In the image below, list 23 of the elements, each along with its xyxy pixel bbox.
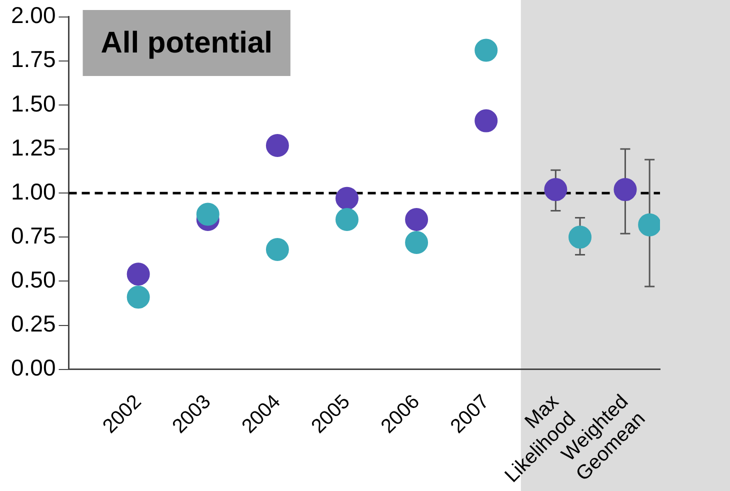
y-tick-label: 0.75 — [11, 222, 56, 248]
chart-title: All potential — [100, 26, 272, 60]
point — [126, 286, 150, 309]
point — [335, 208, 358, 232]
y-tick-label: 2.00 — [11, 2, 56, 28]
point — [126, 262, 150, 286]
point — [335, 186, 358, 210]
y-tick-label: 1.25 — [11, 134, 56, 160]
y-tick-label: 1.75 — [11, 46, 56, 72]
y-tick-label: 1.00 — [11, 178, 56, 204]
point — [405, 208, 428, 232]
y-tick-label: 0.25 — [11, 310, 56, 337]
point — [266, 238, 289, 261]
y-tick-label: 0.00 — [11, 354, 56, 381]
point — [266, 134, 289, 157]
point — [544, 178, 568, 202]
point — [474, 109, 498, 132]
y-tick-label: 1.50 — [11, 90, 56, 116]
point — [405, 230, 428, 254]
y-tick-label: 0.50 — [11, 266, 56, 293]
point — [614, 178, 637, 202]
point — [196, 202, 220, 226]
point — [474, 38, 498, 62]
